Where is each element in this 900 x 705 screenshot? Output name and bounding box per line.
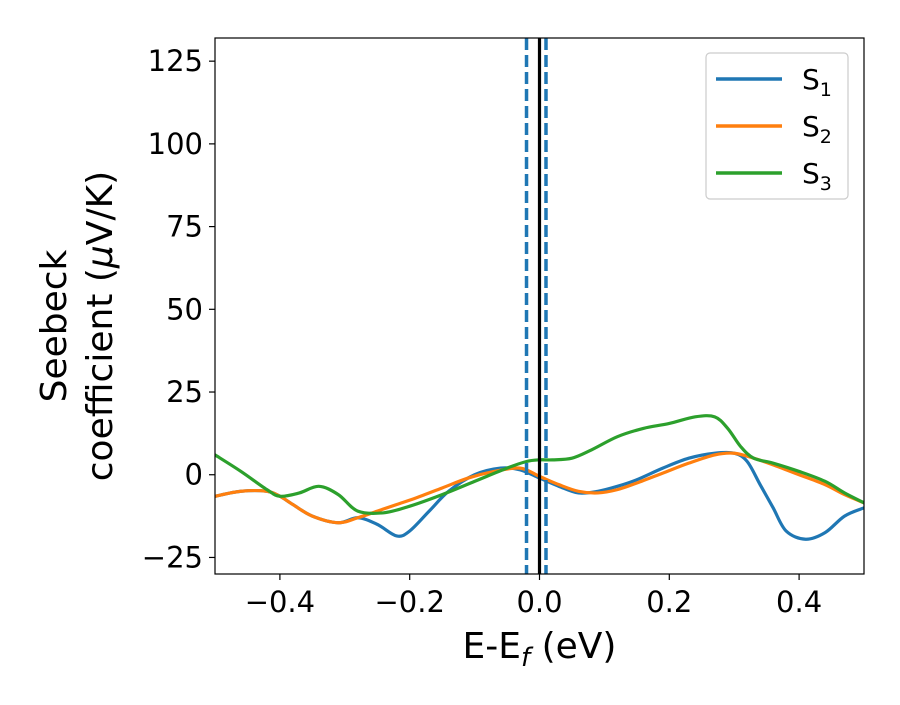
series-line-s3 [215, 414, 864, 516]
y-tick-label: −25 [142, 540, 203, 574]
vline-layer [524, 38, 548, 574]
y-axis-label-line1: Seebeck [34, 249, 75, 402]
x-axis-label-main: E-E [463, 626, 521, 667]
legend-label-s1: S1 [802, 63, 832, 101]
y-tick-label: 50 [166, 292, 203, 326]
x-tick-label: −0.4 [245, 585, 315, 619]
legend-label-s2: S2 [802, 110, 832, 148]
x-tick-label: 0.2 [646, 585, 692, 619]
legend: S1 S2 S3 [705, 52, 849, 200]
x-axis: −0.4 −0.2 0.0 0.2 0.4 [245, 574, 822, 619]
y-tick-label: 25 [166, 375, 203, 409]
y-axis: −25 0 25 50 75 100 125 [142, 44, 215, 574]
x-axis-label: E-Ef (eV) [463, 626, 617, 673]
x-axis-label-tail: (eV) [530, 626, 616, 667]
y-tick-label: 125 [148, 44, 203, 78]
x-tick-label: 0.0 [516, 585, 562, 619]
legend-label-s3: S3 [802, 157, 832, 195]
x-tick-label: 0.4 [776, 585, 822, 619]
y-tick-label: 0 [185, 458, 203, 492]
y-tick-label: 75 [166, 210, 203, 244]
y-axis-label: Seebeck coefficient (μV/K) [34, 171, 121, 481]
y-axis-label-mu: μ [80, 245, 121, 269]
y-axis-label-main: coefficient ( [80, 268, 121, 481]
y-axis-label-line2: coefficient (μV/K) [80, 171, 121, 481]
y-axis-label-tail: V/K) [80, 171, 121, 245]
y-tick-label: 100 [148, 127, 203, 161]
x-tick-label: −0.2 [374, 585, 444, 619]
